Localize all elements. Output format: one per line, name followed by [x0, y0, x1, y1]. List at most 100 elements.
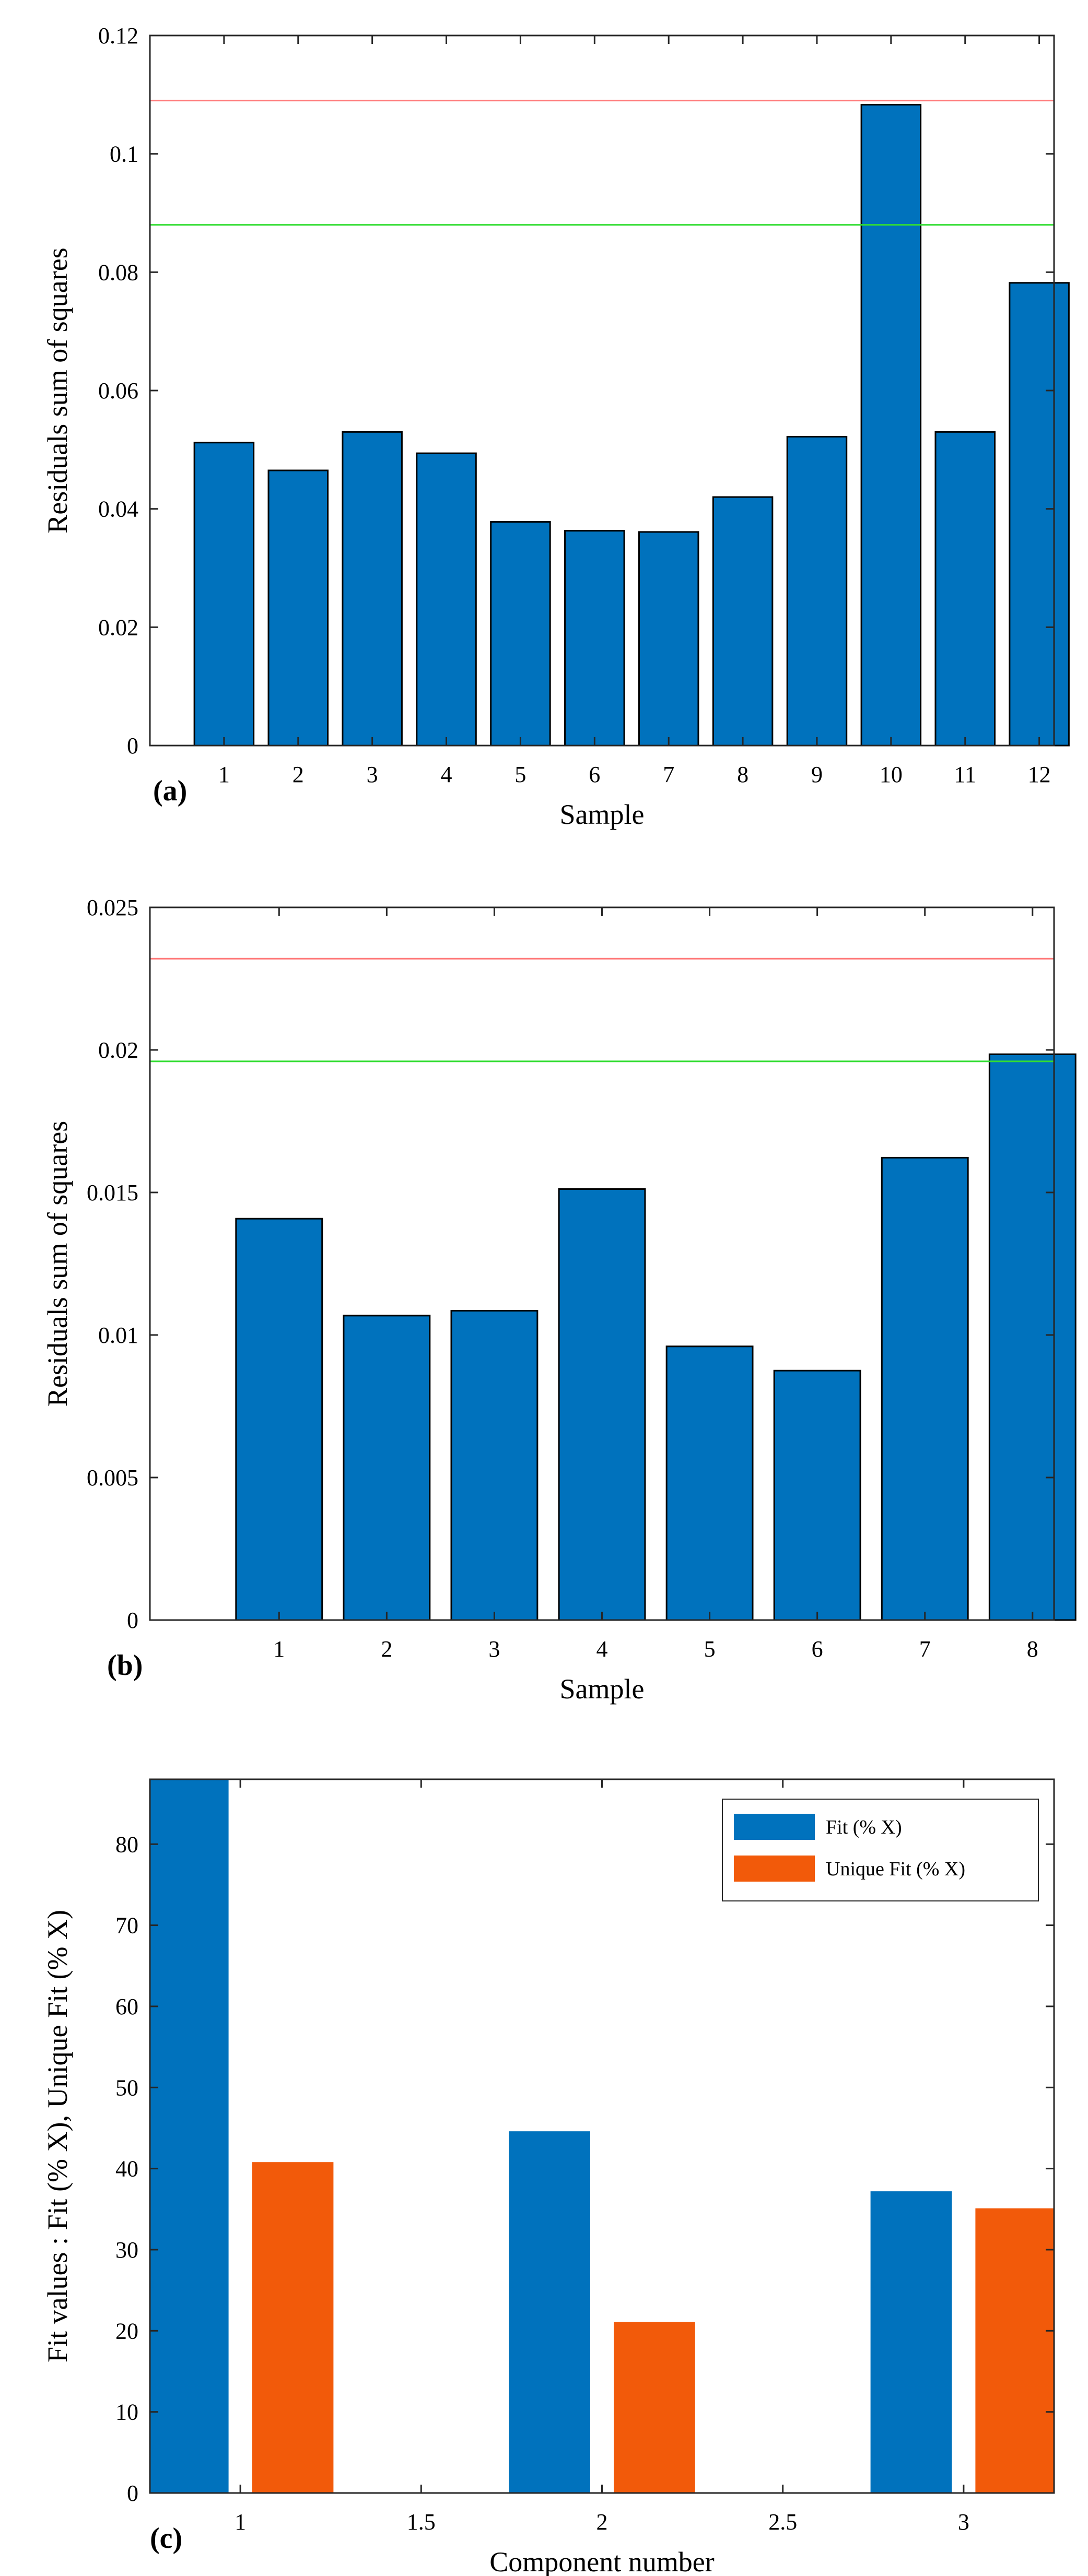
legend-swatch-fit — [734, 1814, 815, 1840]
panel-a-y-tick-label: 0 — [127, 733, 138, 759]
panel-b-x-tick-label: 2 — [381, 1636, 392, 1662]
panel-b-y-tick-label: 0.015 — [87, 1180, 138, 1206]
panel-c-bar-fit-component-2 — [509, 2131, 590, 2493]
panel-b-y-tick-label: 0.02 — [98, 1037, 138, 1063]
panel-b-x-ticks: 1 2 3 4 5 6 7 8 — [273, 907, 1038, 1662]
panel-a-y-axis-title: Residuals sum of squares — [42, 247, 73, 533]
panel-c-y-tick-label: 40 — [115, 2156, 138, 2182]
panel-a-bar-sample-9 — [786, 435, 848, 747]
panel-a-x-tick-label: 5 — [514, 762, 526, 787]
legend-swatch-unique-fit — [734, 1856, 815, 1882]
panel-c-label: (c) — [150, 2522, 182, 2555]
panel-a-x-tick-label: 6 — [589, 762, 600, 787]
panel-a: 00.020.040.060.080.10.12 1 2 3 4 5 6 7 8 9 10 11 12… — [42, 23, 1070, 830]
panel-b-y-tick-label: 0 — [127, 1608, 138, 1633]
panel-a-x-tick-label: 3 — [367, 762, 378, 787]
panel-a-y-tick-label: 0.12 — [98, 23, 138, 49]
panel-c-y-axis-title: Fit values : Fit (% X), Unique Fit (% X) — [42, 1910, 73, 2362]
panel-c-y-ticks: 0 10 20 30 40 50 60 70 80 — [115, 1831, 1054, 2506]
panel-a-bar-sample-7 — [638, 531, 699, 747]
panel-c-y-tick-label: 20 — [115, 2318, 138, 2344]
panel-c-y-tick-label: 30 — [115, 2237, 138, 2263]
panel-b-x-tick-label: 6 — [812, 1636, 823, 1662]
panel-a-x-tick-label: 9 — [811, 762, 823, 787]
panel-b-bar-sample-3 — [450, 1310, 539, 1621]
panel-a-bar-sample-10 — [860, 104, 922, 747]
panel-b-bar-sample-1 — [235, 1218, 323, 1621]
panel-b-y-tick-label: 0.025 — [87, 895, 138, 920]
panel-a-bar-sample-8 — [712, 496, 774, 747]
panel-a-x-axis-title: Sample — [560, 799, 645, 830]
panel-a-y-tick-label: 0.08 — [98, 259, 138, 285]
panel-a-x-tick-label: 11 — [954, 762, 976, 787]
panel-b-bar-sample-5 — [665, 1345, 754, 1621]
legend-label-unique-fit: Unique Fit (% X) — [826, 1858, 965, 1880]
panel-c-bar-fit-component-1 — [150, 1779, 229, 2493]
panel-a-bar-sample-4 — [416, 452, 477, 747]
panel-a-x-tick-label: 1 — [218, 762, 230, 787]
panel-c-x-tick-label: 2.5 — [768, 2509, 797, 2535]
panel-b-label: (b) — [107, 1649, 143, 1682]
panel-b: 0 0.005 0.01 0.015 0.02 0.025 1 2 3 4 5 6 7 8 Residu… — [42, 895, 1077, 1705]
panel-a-bar-sample-6 — [564, 530, 625, 747]
panel-a-bar-sample-3 — [342, 431, 403, 747]
panel-c-x-tick-label: 1.5 — [407, 2509, 436, 2535]
panel-c-legend: Fit (% X) Unique Fit (% X) — [722, 1799, 1039, 1901]
panel-a-y-tick-label: 0.04 — [98, 497, 138, 522]
legend-label-fit: Fit (% X) — [826, 1816, 902, 1838]
panel-b-x-axis-title: Sample — [560, 1673, 645, 1705]
panel-a-x-tick-label: 4 — [441, 762, 452, 787]
panel-b-bar-sample-4 — [558, 1188, 646, 1621]
panel-a-label: (a) — [153, 775, 187, 807]
panel-a-y-tick-label: 0.1 — [110, 141, 138, 167]
panel-a-y-tick-label: 0.02 — [98, 615, 138, 640]
panel-b-x-tick-label: 3 — [488, 1636, 500, 1662]
panel-a-x-tick-label: 2 — [293, 762, 304, 787]
panel-a-reference-lines — [150, 100, 1054, 226]
panel-c-x-tick-label: 3 — [958, 2509, 969, 2535]
panel-b-y-axis-title: Residuals sum of squares — [42, 1121, 73, 1407]
panel-b-y-ticks: 0 0.005 0.01 0.015 0.02 0.025 — [87, 895, 1054, 1633]
panel-c-x-tick-label: 1 — [235, 2509, 246, 2535]
panel-c-bar-unique-fit-component-3 — [975, 2208, 1054, 2493]
panel-b-x-tick-label: 4 — [596, 1636, 608, 1662]
panel-a-y-ticks: 0 0.02 0.04 0.06 0.08 0.1 0.12 — [98, 23, 1054, 759]
panel-b-x-tick-label: 8 — [1027, 1636, 1038, 1662]
panel-c-bars — [150, 1779, 1054, 2493]
panel-c-y-tick-label: 50 — [115, 2075, 138, 2100]
panel-b-bar-sample-7 — [881, 1156, 969, 1621]
panel-b-x-tick-label: 5 — [704, 1636, 716, 1662]
panel-b-reference-lines — [150, 958, 1054, 1062]
panel-a-y-tick-label: 0.06 — [98, 378, 138, 404]
panel-c-x-axis-title: Component number — [489, 2546, 714, 2576]
panel-c-x-ticks: 1 1.5 2 2.5 3 — [235, 1779, 969, 2535]
panel-c-y-tick-label: 60 — [115, 1994, 138, 2019]
panel-a-x-tick-label: 12 — [1028, 762, 1051, 787]
panel-a-x-tick-label: 7 — [663, 762, 674, 787]
panel-a-x-tick-label: 10 — [880, 762, 903, 787]
panel-b-x-tick-label: 7 — [919, 1636, 931, 1662]
panel-b-bars — [235, 1053, 1077, 1621]
panel-c-x-tick-label: 2 — [596, 2509, 608, 2535]
panel-c-bar-fit-component-3 — [870, 2191, 952, 2493]
panel-b-y-tick-label: 0.01 — [98, 1322, 138, 1348]
panel-a-bar-sample-1 — [193, 442, 255, 747]
panel-c-bar-unique-fit-component-1 — [252, 2162, 334, 2493]
panel-c: 0 10 20 30 40 50 60 70 80 1 1.5 2 2.5 3 Fit (% X) Un… — [42, 1778, 1055, 2576]
panel-b-bar-sample-8 — [988, 1053, 1077, 1621]
panel-c-y-tick-label: 80 — [115, 1831, 138, 1857]
panel-a-bar-sample-5 — [490, 521, 551, 747]
panel-c-y-tick-label: 70 — [115, 1913, 138, 1939]
panel-c-y-tick-label: 10 — [115, 2400, 138, 2425]
panel-a-bar-sample-2 — [267, 469, 329, 747]
panel-c-y-tick-label: 0 — [127, 2480, 138, 2506]
panel-c-bar-unique-fit-component-2 — [614, 2322, 695, 2493]
panel-a-x-ticks: 1 2 3 4 5 6 7 8 9 10 11 12 — [218, 36, 1051, 787]
panel-b-bar-sample-2 — [343, 1315, 431, 1621]
panel-b-y-tick-label: 0.005 — [87, 1465, 138, 1491]
panel-a-bars — [193, 104, 1070, 747]
panel-b-x-tick-label: 1 — [273, 1636, 285, 1662]
panel-a-x-tick-label: 8 — [737, 762, 748, 787]
panel-a-bar-sample-12 — [1009, 282, 1070, 747]
